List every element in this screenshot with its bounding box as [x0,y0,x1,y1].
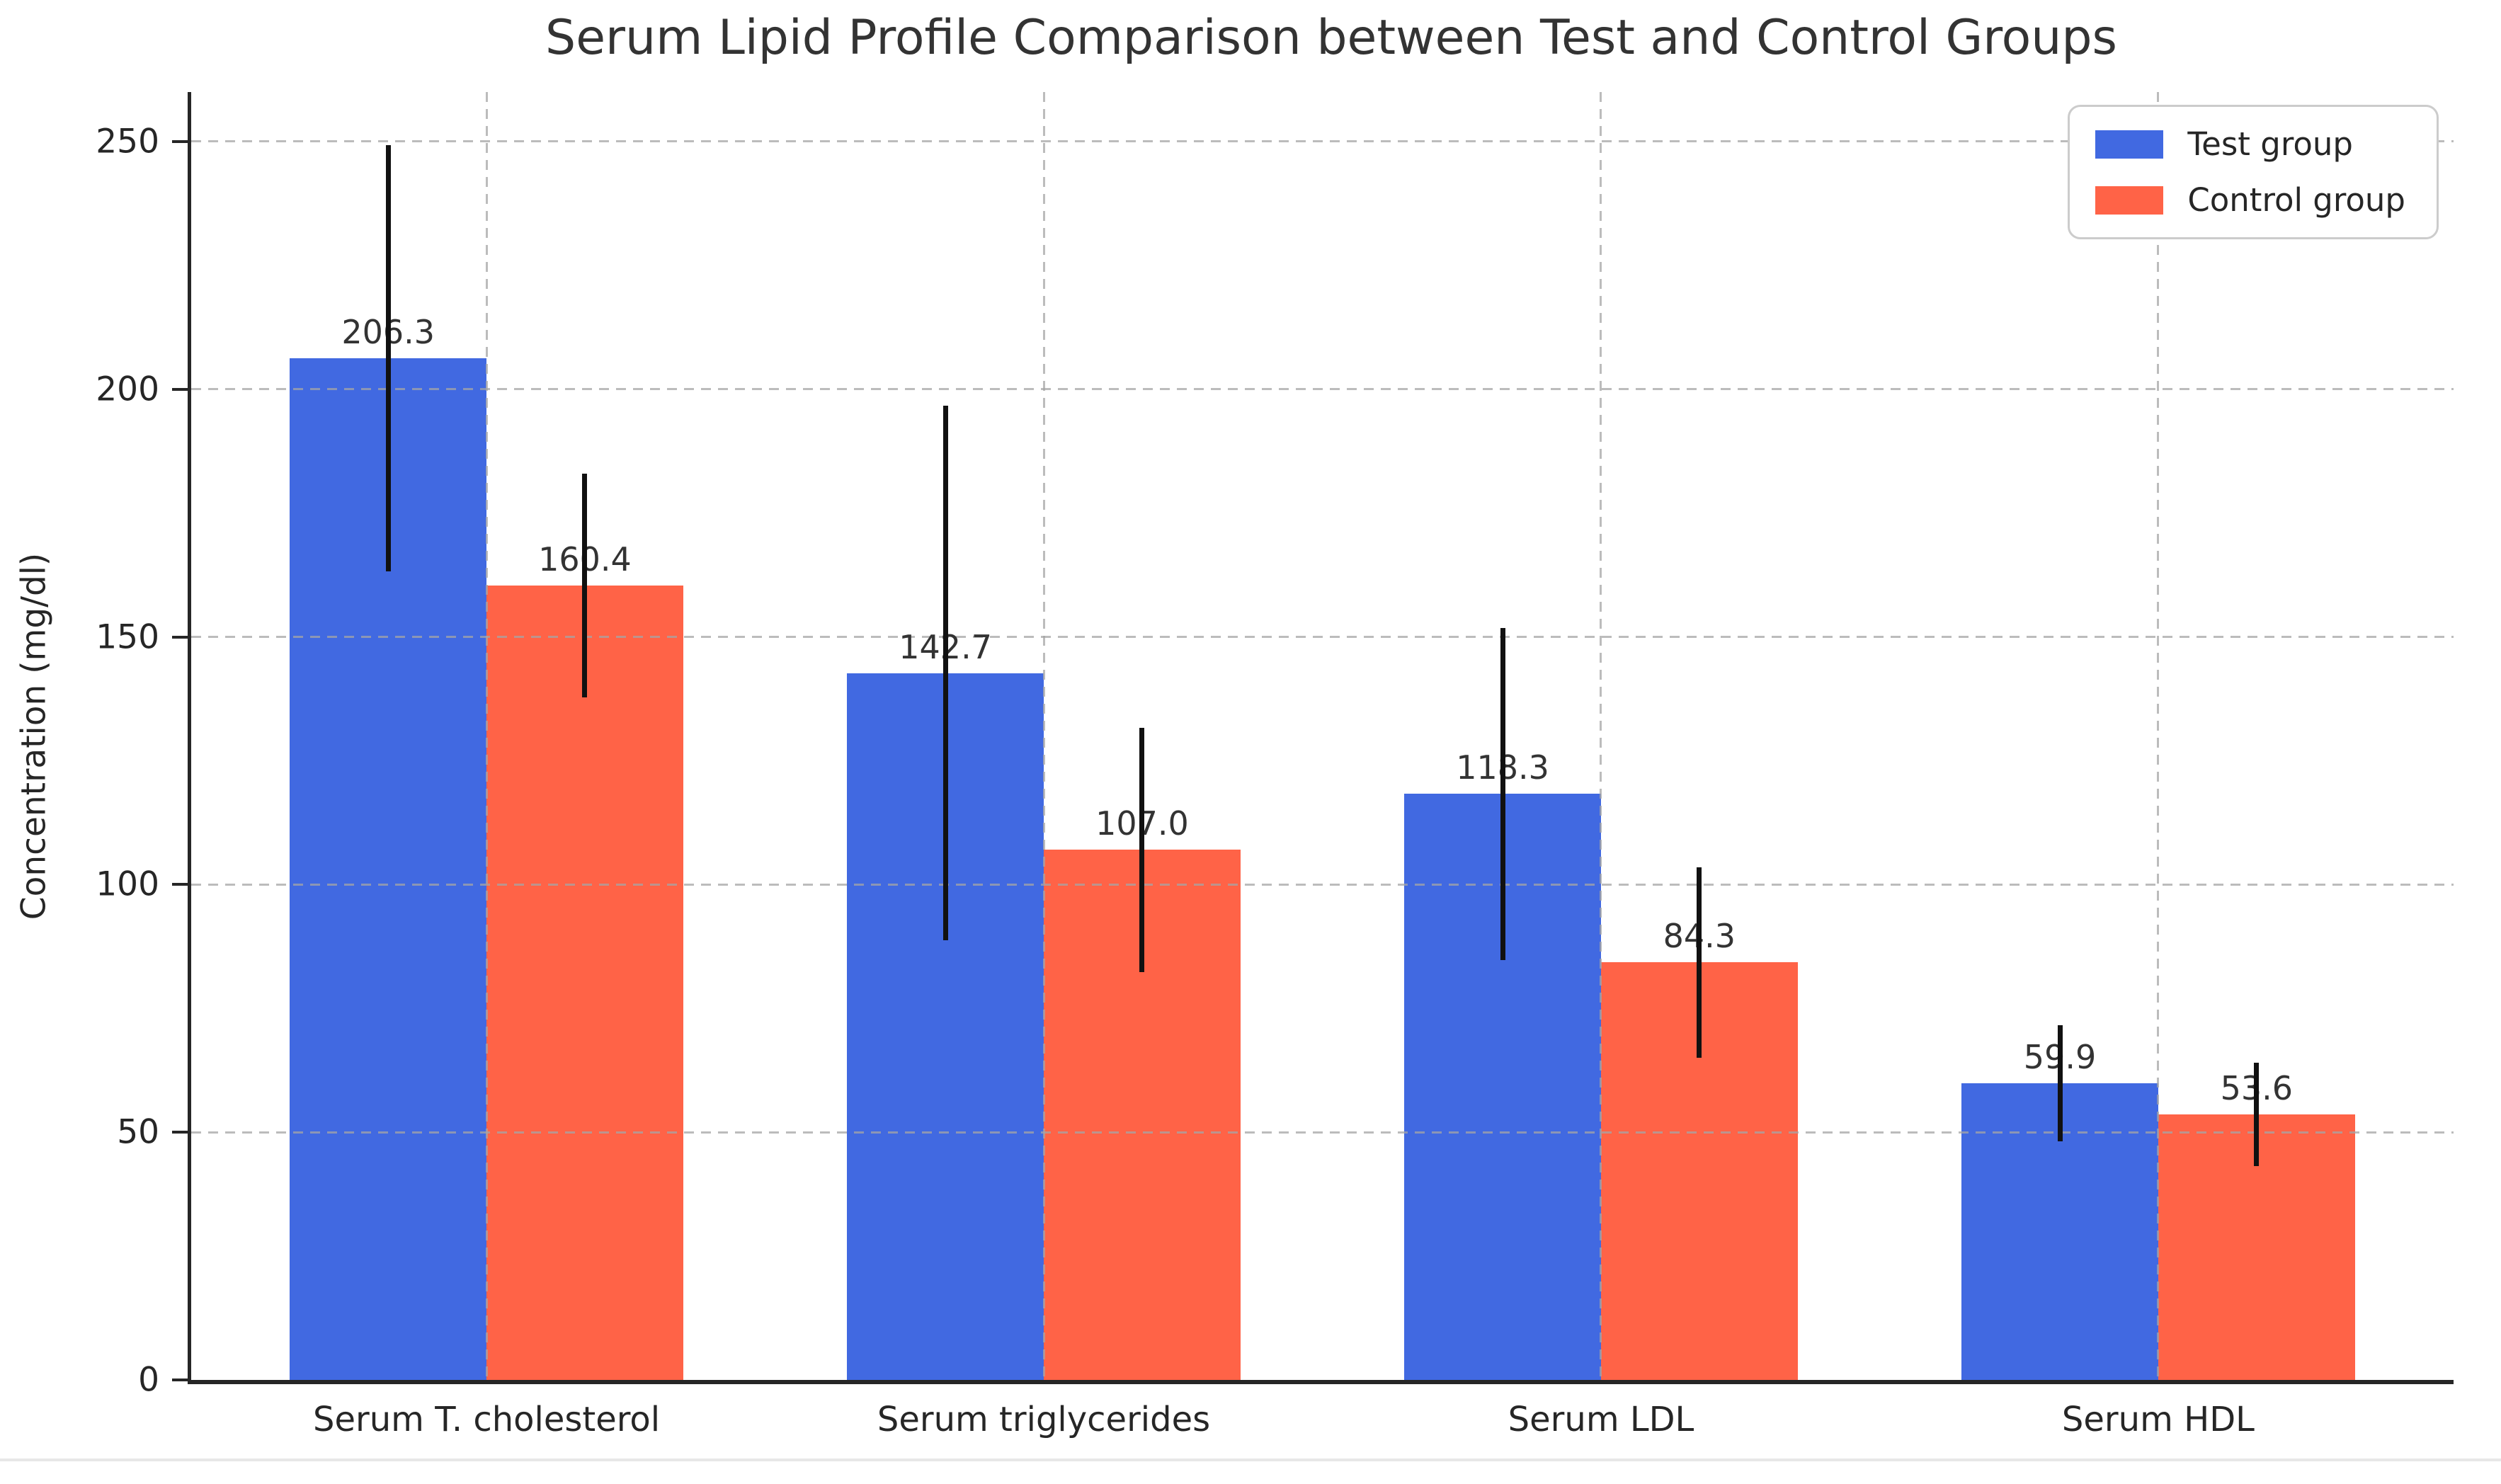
error-bar-test-group-serum-triglycerides [942,405,948,941]
x-tick-label-serum-triglycerides: Serum triglycerides [877,1400,1211,1439]
chart-title: Serum Lipid Profile Comparison between T… [545,10,2117,66]
y-tick-mark-0 [172,1379,188,1381]
error-bar-test-group-serum-hdl [2057,1025,2063,1141]
gridline-y-250 [191,140,2454,143]
gridline-y-200 [191,388,2454,391]
error-bar-test-group-serum-t-cholesterol [385,144,391,571]
gridline-y-150 [191,636,2454,639]
y-tick-label-150: 150 [96,617,159,657]
gridline-x-serum-t-cholesterol [485,92,488,1380]
y-tick-mark-250 [172,139,188,143]
y-tick-label-200: 200 [96,370,159,409]
legend-swatch-test-group [2095,130,2164,159]
y-tick-label-50: 50 [117,1112,159,1152]
plot-area: 050100150200250206.3160.4Serum T. choles… [96,92,2454,1439]
gridline-x-serum-hdl [2157,92,2160,1380]
gridline-y-100 [191,883,2454,886]
y-tick-mark-50 [172,1131,188,1134]
y-tick-label-250: 250 [96,122,159,161]
legend-swatch-control-group [2095,186,2164,215]
error-bar-control-group-serum-hdl [2254,1062,2260,1167]
x-tick-label-serum-hdl: Serum HDL [2061,1400,2255,1439]
y-tick-label-100: 100 [96,864,159,904]
y-tick-mark-100 [172,883,188,886]
legend-label-control-group: Control group [2187,181,2405,219]
x-tick-label-serum-ldl: Serum LDL [1508,1400,1694,1439]
bottom-divider [0,1459,2501,1461]
legend: Test group Control group [2068,105,2439,239]
legend-entry-test-group: Test group [2095,125,2405,163]
error-bar-test-group-serum-ldl [1500,628,1505,960]
gridline-y-50 [191,1131,2454,1134]
error-bar-control-group-serum-triglycerides [1139,728,1145,972]
y-tick-mark-200 [172,387,188,391]
x-tick-label-serum-t-cholesterol: Serum T. cholesterol [313,1400,661,1439]
gridline-x-serum-triglycerides [1042,92,1045,1380]
error-bar-control-group-serum-t-cholesterol [582,473,588,697]
legend-label-test-group: Test group [2187,125,2353,163]
bar-control-group-serum-t-cholesterol [486,585,683,1380]
gridline-x-serum-ldl [1600,92,1602,1380]
error-bar-control-group-serum-ldl [1697,867,1702,1058]
y-tick-label-0: 0 [138,1360,159,1400]
y-tick-mark-150 [172,635,188,639]
legend-entry-control-group: Control group [2095,181,2405,219]
